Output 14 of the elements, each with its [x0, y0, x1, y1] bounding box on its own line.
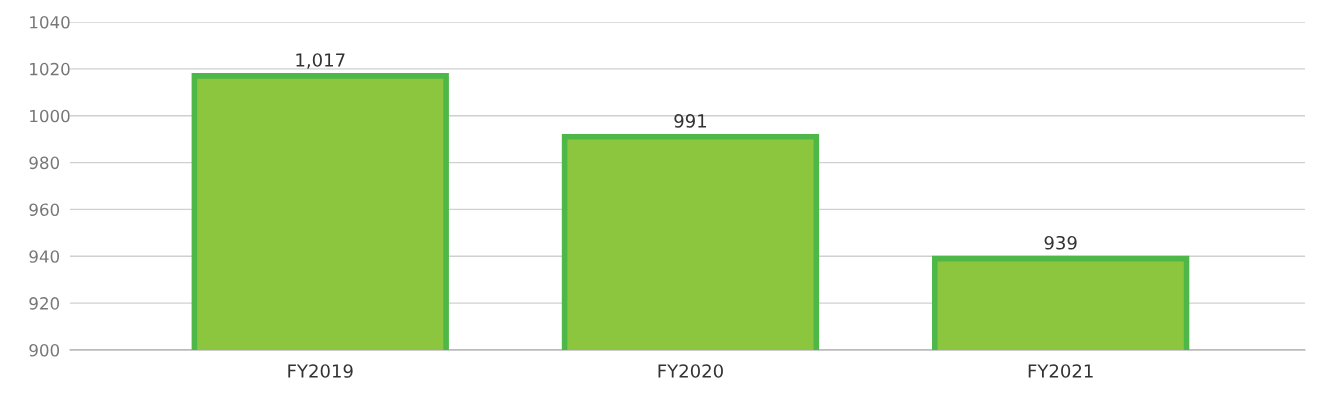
- y-tick-label: 960: [29, 203, 60, 216]
- x-tick-label: FY2019: [288, 364, 353, 378]
- y-tick-label: 1000: [30, 109, 70, 123]
- y-tick-label: 1020: [30, 62, 70, 76]
- x-tick-label: FY2020: [658, 364, 723, 378]
- data-label: 939: [1044, 235, 1077, 250]
- data-label: 991: [674, 114, 707, 128]
- y-tick-label: 920: [29, 297, 60, 310]
- y-tick-label: 940: [29, 250, 60, 263]
- y-tick-label: 1040: [30, 15, 70, 29]
- y-tick-label: 980: [29, 156, 60, 170]
- data-label: 1,017: [296, 53, 345, 69]
- x-tick-label: FY2021: [1028, 364, 1093, 378]
- y-tick-label: 900: [29, 343, 60, 357]
